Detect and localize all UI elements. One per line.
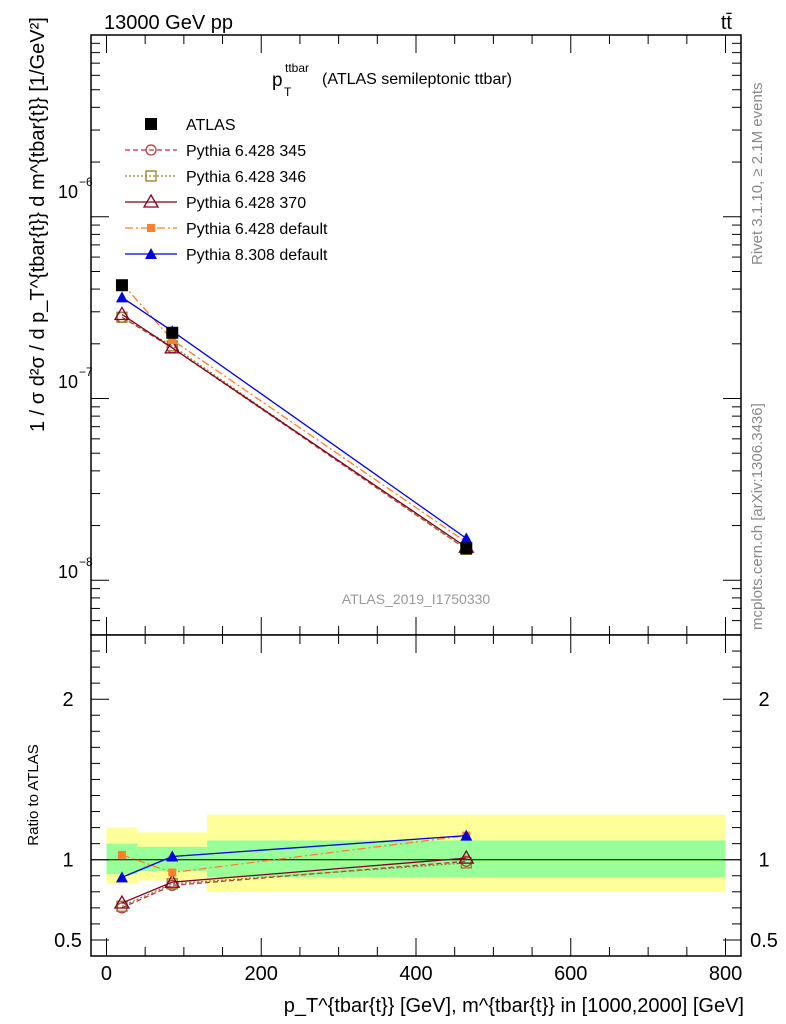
ratio-series-layer [113, 829, 475, 914]
ratio-tick-label-1-right: 1 [758, 850, 769, 872]
ratio-tick-label-0.5-left: 0.5 [54, 930, 82, 952]
x-axis-label: p_T^{tbar{t}} [GeV], m^{tbar{t}} in [100… [284, 995, 744, 1017]
ratio-line [121, 860, 467, 909]
legend-marker [145, 170, 157, 182]
ratio-series-pythia-8-308-default [115, 829, 473, 883]
rivet-version-label: Rivet 3.1.10, ≥ 2.1M events [749, 83, 766, 266]
legend-label: ATLAS [186, 117, 236, 134]
plot-title-p: p [272, 70, 283, 91]
series-line [121, 313, 467, 548]
ratio-point [116, 900, 128, 912]
legend-marker [145, 248, 157, 259]
ratio-point [164, 873, 181, 888]
x-tick-label-200: 200 [245, 963, 278, 985]
ratio-tick-label-0.5-right: 0.5 [750, 930, 778, 952]
y-tick-exponent: −8 [79, 555, 93, 569]
ratio-point [113, 894, 131, 909]
x-tick-label-400: 400 [399, 963, 432, 985]
legend-item: Pythia 6.428 345 [125, 143, 306, 160]
main-plot-panel: p T ttbar (ATLAS semileptonic ttbar) ATL… [27, 17, 742, 636]
ratio-plot-panel: 2 1 0.5 2 1 0.5 Ratio to ATLAS 0 200 400… [25, 634, 778, 1017]
legend-label: Pythia 6.428 370 [186, 195, 306, 212]
legend-marker [145, 144, 157, 156]
x-tick-label-600: 600 [554, 963, 587, 985]
y-tick-label-1e-8: 10 −8 [58, 555, 93, 582]
mcplots-reference-label: mcplots.cern.ch [arXiv:1306.3436] [749, 403, 766, 630]
data-point [460, 542, 473, 555]
legend-item: Pythia 8.308 default [125, 247, 328, 264]
energy-label: 13000 GeV pp [104, 12, 233, 34]
ratio-point [115, 871, 128, 883]
legend-marker [147, 224, 155, 232]
ratio-plot-background [91, 635, 741, 956]
legend-marker [142, 193, 160, 208]
data-point [115, 291, 128, 303]
y-tick-base: 10 [58, 562, 78, 582]
ratio-point [168, 868, 177, 877]
main-series-layer [113, 279, 475, 555]
process-label: tt̄ [721, 12, 733, 34]
ratio-tick-label-2-left: 2 [62, 689, 73, 711]
legend-label: Pythia 6.428 346 [186, 169, 306, 186]
data-point [164, 339, 181, 354]
ratio-point [117, 850, 126, 859]
x-tick-label-800: 800 [709, 963, 742, 985]
data-point [115, 279, 128, 292]
plot-title-sup: ttbar [285, 61, 309, 75]
ratio-point [460, 829, 473, 841]
ratio-series-pythia-6-428-370 [113, 849, 475, 909]
legend-item: Pythia 6.428 370 [125, 193, 306, 212]
y-axis-label: 1 / σ d²σ / d p_T^{tbar{t}} d m^{tbar{t}… [27, 17, 49, 432]
data-point [168, 335, 177, 344]
series-atlas [115, 279, 473, 555]
ratio-line [121, 857, 467, 904]
ratio-axis-ticks [91, 635, 741, 956]
ratio-point [166, 850, 179, 862]
legend-item: Pythia 6.428 346 [125, 169, 306, 186]
y-tick-exponent: −7 [79, 365, 93, 379]
ratio-band-inner [207, 840, 726, 878]
ratio-y-axis-label: Ratio to ATLAS [25, 744, 42, 845]
y-tick-exponent: −6 [79, 175, 93, 189]
legend-marker [145, 118, 157, 130]
y-tick-label-1e-6: 10 −6 [58, 175, 93, 202]
ratio-uncertainty-bands [106, 814, 726, 892]
ratio-point [458, 849, 475, 864]
y-tick-base: 10 [58, 372, 78, 392]
legend-label: Pythia 6.428 345 [186, 143, 306, 160]
data-point [460, 532, 473, 544]
legend-item: Pythia 6.428 default [125, 221, 328, 238]
ratio-tick-label-2-right: 2 [758, 689, 769, 711]
main-plot-background [91, 35, 741, 635]
plot-title: p T ttbar (ATLAS semileptonic ttbar) [272, 61, 512, 99]
plot-title-sub: T [284, 85, 292, 99]
legend-label: Pythia 6.428 default [186, 221, 328, 238]
analysis-watermark: ATLAS_2019_I1750330 [342, 591, 491, 607]
plot-title-rest: (ATLAS semileptonic ttbar) [322, 71, 512, 88]
legend: ATLAS Pythia 6.428 345 Pythia 6.428 346 Pyt… [125, 117, 328, 264]
legend-label: Pythia 8.308 default [186, 247, 328, 264]
data-point [113, 306, 131, 321]
main-axis-ticks [91, 34, 741, 636]
data-point [166, 326, 179, 339]
legend-item: ATLAS [145, 117, 236, 134]
ratio-tick-label-1-left: 1 [62, 850, 73, 872]
y-tick-label-1e-7: 10 −7 [58, 365, 93, 392]
y-tick-base: 10 [58, 182, 78, 202]
x-tick-label-0: 0 [101, 963, 112, 985]
